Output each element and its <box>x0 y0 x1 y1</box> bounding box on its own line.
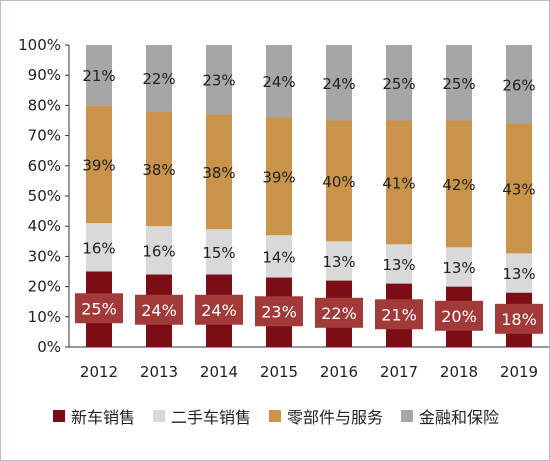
data-label: 14% <box>262 248 295 266</box>
bar-segment <box>266 117 292 236</box>
data-label: 13% <box>322 253 355 271</box>
legend-swatch <box>52 410 65 422</box>
data-label-box <box>255 296 303 327</box>
legend-swatch <box>401 410 414 422</box>
bar-segment <box>386 45 412 121</box>
x-tick-label: 2014 <box>200 363 238 381</box>
bar-segment <box>266 45 292 118</box>
data-label: 23% <box>202 72 235 90</box>
data-label: 15% <box>202 244 235 262</box>
legend-item: 零部件与服务 <box>269 404 383 428</box>
data-label: 38% <box>202 164 235 182</box>
bar-segment <box>446 247 472 287</box>
data-label: 42% <box>442 176 475 194</box>
data-label: 41% <box>382 174 415 192</box>
data-label: 25% <box>382 75 415 93</box>
legend-label: 二手车销售 <box>170 408 251 427</box>
legend-swatch <box>269 410 281 422</box>
data-label: 22% <box>142 70 175 88</box>
bar-segment <box>326 241 352 281</box>
y-tick-label: 40% <box>28 217 61 235</box>
data-label: 24% <box>322 75 355 93</box>
y-tick-label: 20% <box>28 278 61 296</box>
bar-segment <box>506 253 532 293</box>
bar-segment <box>446 120 472 248</box>
y-tick-label: 80% <box>28 96 61 114</box>
legend-label: 零部件与服务 <box>287 408 384 427</box>
x-tick-label: 2017 <box>380 363 418 381</box>
stacked-bar-chart: 0% 10% 20% 30% 40% 50% 60% 70% 80% 90% 100% 25% 16% 3… <box>18 36 549 381</box>
y-tick-label: 30% <box>28 247 61 265</box>
legend-item: 二手车销售 <box>152 404 251 428</box>
data-label: 20% <box>441 307 477 326</box>
data-label: 22% <box>321 304 357 323</box>
bar-segment <box>86 45 112 106</box>
y-tick-label: 90% <box>28 66 61 84</box>
data-label-box <box>495 303 543 334</box>
data-label: 16% <box>82 239 115 257</box>
data-label: 26% <box>502 76 535 94</box>
data-label: 24% <box>262 73 295 91</box>
legend-swatch <box>152 410 165 422</box>
bar-segment <box>206 229 232 275</box>
y-tick-label: 10% <box>28 308 61 326</box>
bar-segment <box>146 111 172 227</box>
legend-label: 新车销售 <box>70 408 135 427</box>
y-tick-label: 60% <box>28 157 61 175</box>
y-tick-label: 50% <box>28 187 61 205</box>
bar-segment <box>206 114 232 230</box>
data-label-box <box>435 300 483 331</box>
data-label: 21% <box>381 305 417 324</box>
data-label: 43% <box>502 180 535 198</box>
bar-segment <box>446 45 472 121</box>
y-tick-label: 0% <box>37 338 61 356</box>
data-label: 25% <box>442 75 475 93</box>
data-label-box <box>135 294 183 325</box>
bar-segment <box>506 123 532 254</box>
bar-segment <box>86 105 112 224</box>
data-label: 24% <box>141 301 177 320</box>
x-tick-label: 2018 <box>440 363 478 381</box>
bar-segment <box>326 120 352 242</box>
data-label: 23% <box>261 302 297 321</box>
data-label: 38% <box>142 161 175 179</box>
data-label: 25% <box>81 299 117 318</box>
x-tick-label: 2013 <box>140 363 178 381</box>
bar-segment <box>386 120 412 245</box>
bar-segment <box>506 45 532 124</box>
data-label: 13% <box>382 256 415 274</box>
legend: 新车销售 二手车销售 零部件与服务 金融和保险 <box>1 401 550 431</box>
legend-label: 金融和保险 <box>419 408 500 427</box>
data-label-box <box>375 299 423 330</box>
data-label: 16% <box>142 242 175 260</box>
data-label: 24% <box>201 301 237 320</box>
bar-segment <box>146 45 172 112</box>
data-label-box <box>195 294 243 325</box>
data-label: 13% <box>502 265 535 283</box>
y-tick-label: 70% <box>28 127 61 145</box>
data-label: 18% <box>501 310 537 329</box>
bar-segment <box>86 223 112 272</box>
data-label-box <box>75 293 123 324</box>
data-label: 13% <box>442 259 475 277</box>
legend-item: 金融和保险 <box>401 404 499 428</box>
bar-segment <box>266 235 292 278</box>
data-label: 21% <box>82 67 115 85</box>
bar-segment <box>146 226 172 275</box>
legend-item: 新车销售 <box>52 404 135 428</box>
y-tick-label: 100% <box>18 36 61 54</box>
x-tick-label: 2012 <box>80 363 118 381</box>
x-tick-label: 2015 <box>260 363 298 381</box>
bar-segment <box>326 45 352 121</box>
x-tick-label: 2016 <box>320 363 358 381</box>
data-label: 39% <box>82 156 115 174</box>
data-label: 40% <box>322 173 355 191</box>
bar-segment <box>386 244 412 284</box>
data-label-box <box>315 297 363 328</box>
x-tick-label: 2019 <box>500 363 538 381</box>
data-label: 39% <box>262 168 295 186</box>
bar-segment <box>206 45 232 115</box>
